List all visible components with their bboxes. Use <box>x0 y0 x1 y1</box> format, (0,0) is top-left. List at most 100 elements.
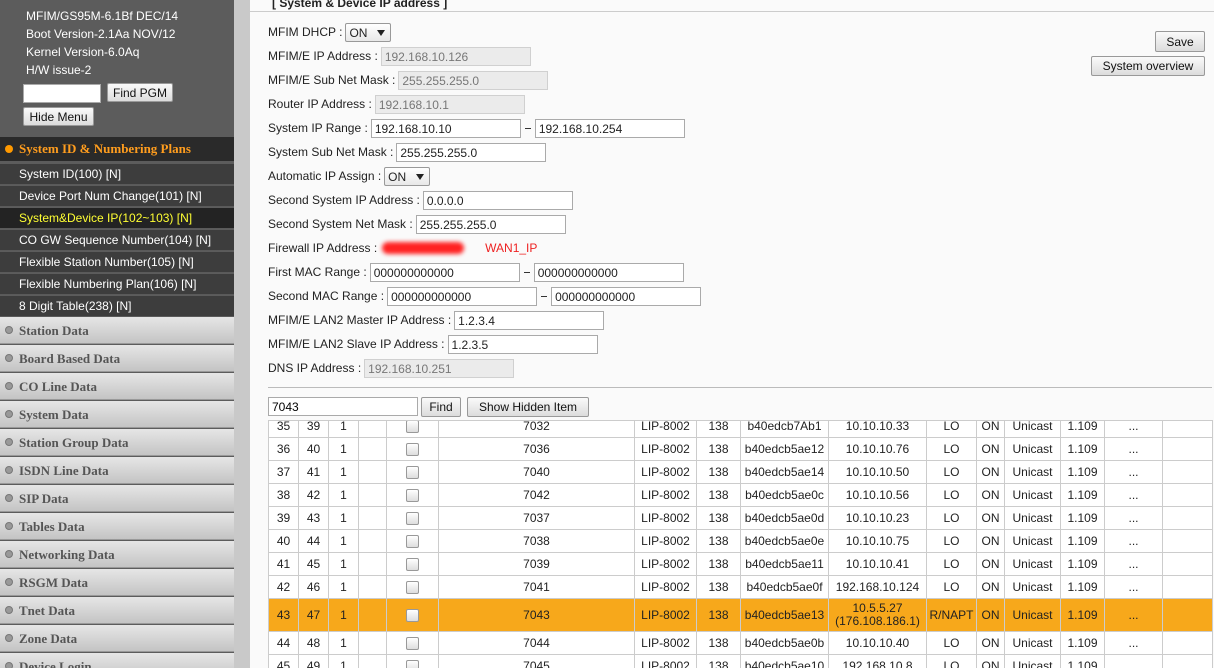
text-input[interactable]: 000000000000 <box>387 286 538 306</box>
row-checkbox[interactable] <box>406 465 419 479</box>
text-input[interactable]: 1.2.3.4 <box>454 310 605 330</box>
text-input[interactable]: 255.255.255.0 <box>415 214 566 234</box>
table-cell: 7043 <box>439 599 635 631</box>
text-input[interactable]: 255.255.255.0 <box>396 142 547 162</box>
table-cell: 192.168.10.8 <box>829 655 927 668</box>
form-row: MFIM/E LAN2 Slave IP Address :1.2.3.5 <box>268 334 598 354</box>
row-checkbox[interactable] <box>406 580 419 594</box>
table-row[interactable]: 41 45 1 7039 LIP-8002 138 b40edcb5ae11 10.10.10… <box>269 553 1213 576</box>
menu-item[interactable]: Zone Data <box>0 625 234 652</box>
text-input[interactable]: 000000000000 <box>533 262 684 282</box>
menu-item[interactable]: Device Login <box>0 653 234 668</box>
table-cell: 47 <box>299 599 329 631</box>
row-checkbox[interactable] <box>406 488 419 502</box>
table-row[interactable]: 45 49 1 7045 LIP-8002 138 b40edcb5ae10 192.168.… <box>269 655 1213 668</box>
submenu-item[interactable]: Flexible Numbering Plan(106) [N] <box>0 274 234 295</box>
menu-item[interactable]: Networking Data <box>0 541 234 568</box>
hidden-button[interactable]: Show Hidden Item <box>467 397 589 417</box>
text-input[interactable]: 000000000000 <box>369 262 520 282</box>
table-cell: b40edcb5ae10 <box>741 655 829 668</box>
text-input[interactable]: 000000000000 <box>551 286 702 306</box>
submenu-item[interactable]: Device Port Num Change(101) [N] <box>0 186 234 207</box>
table-cell: ON <box>977 599 1005 631</box>
field-label: System IP Range : <box>268 121 368 135</box>
table-cell: ON <box>977 655 1005 668</box>
row-checkbox[interactable] <box>406 421 419 433</box>
table-row[interactable]: 44 48 1 7044 LIP-8002 138 b40edcb5ae0b 10.10.10… <box>269 632 1213 655</box>
table-cell <box>387 576 439 598</box>
table-cell: 38 <box>269 484 299 506</box>
find-pgm-button[interactable]: Find PGM <box>107 83 173 102</box>
menu-section[interactable]: System ID & Numbering Plans <box>0 137 234 161</box>
table-cell: 40 <box>299 438 329 460</box>
submenu-item[interactable]: 8 Digit Table(238) [N] <box>0 296 234 317</box>
table-cell: 7041 <box>439 576 635 598</box>
form-row: Second System Net Mask :255.255.255.0 <box>268 214 566 234</box>
menu-item[interactable]: Tnet Data <box>0 597 234 624</box>
text-input[interactable]: 192.168.10.254 <box>534 118 685 138</box>
table-cell: LIP-8002 <box>635 530 697 552</box>
table-row[interactable]: 40 44 1 7038 LIP-8002 138 b40edcb5ae0e 10.10.10… <box>269 530 1213 553</box>
table-row[interactable]: 35 39 1 7032 LIP-8002 138 b40edcb7Ab1 10.10.10.… <box>269 421 1213 438</box>
table-row[interactable]: 43 47 1 7043 LIP-8002 138 b40edcb5ae13 10.5.5.2… <box>269 599 1213 632</box>
row-checkbox[interactable] <box>406 608 419 622</box>
table-cell: ... <box>1105 484 1163 506</box>
table-cell: 138 <box>697 530 741 552</box>
text-input[interactable]: 192.168.10.10 <box>370 118 521 138</box>
table-cell: 1 <box>329 553 359 575</box>
row-checkbox[interactable] <box>406 534 419 548</box>
menu-item[interactable]: Tables Data <box>0 513 234 540</box>
row-checkbox[interactable] <box>406 442 419 456</box>
submenu-item[interactable]: System ID(100) [N] <box>0 164 234 185</box>
submenu-item[interactable]: CO GW Sequence Number(104) [N] <box>0 230 234 251</box>
row-checkbox[interactable] <box>406 659 419 668</box>
row-checkbox[interactable] <box>406 636 419 650</box>
hide-menu-button[interactable]: Hide Menu <box>23 107 94 126</box>
table-cell: 42 <box>299 484 329 506</box>
submenu-item[interactable]: Flexible Station Number(105) [N] <box>0 252 234 273</box>
table-row[interactable]: 37 41 1 7040 LIP-8002 138 b40edcb5ae14 10.10.10… <box>269 461 1213 484</box>
menu-item[interactable]: SIP Data <box>0 485 234 512</box>
submenu-item[interactable]: System&Device IP(102~103) [N] <box>0 208 234 229</box>
save-button[interactable]: Save <box>1155 31 1205 52</box>
menu-item[interactable]: CO Line Data <box>0 373 234 400</box>
table-cell: ... <box>1105 576 1163 598</box>
table-row[interactable]: 42 46 1 7041 LIP-8002 138 b40edcb5ae0f 192.168.… <box>269 576 1213 599</box>
table-cell: Unicast <box>1005 530 1061 552</box>
find-button[interactable]: Find <box>421 397 461 417</box>
menu-item[interactable]: Station Group Data <box>0 429 234 456</box>
version-info: MFIM/GS95M-6.1Bf DEC/14 <box>26 9 179 23</box>
form-row: DNS IP Address :192.168.10.251 <box>268 358 515 378</box>
menu-item[interactable]: System Data <box>0 401 234 428</box>
table-cell: LO <box>927 553 977 575</box>
table-cell: LO <box>927 484 977 506</box>
menu-item[interactable]: Station Data <box>0 317 234 344</box>
row-checkbox[interactable] <box>406 557 419 571</box>
table-cell: 10.10.10.33 <box>829 421 927 437</box>
table-cell: 36 <box>269 438 299 460</box>
select-box[interactable]: ON <box>345 22 392 42</box>
table-row[interactable]: 38 42 1 7042 LIP-8002 138 b40edcb5ae0c 10.10.10… <box>269 484 1213 507</box>
table-cell: 1.109 <box>1061 461 1105 483</box>
menu-item[interactable]: RSGM Data <box>0 569 234 596</box>
select-box[interactable]: ON <box>384 166 431 186</box>
menu-item[interactable]: ISDN Line Data <box>0 457 234 484</box>
table-cell: LIP-8002 <box>635 632 697 654</box>
pgm-input[interactable] <box>23 84 101 103</box>
table-row[interactable]: 36 40 1 7036 LIP-8002 138 b40edcb5ae12 10.10.10… <box>269 438 1213 461</box>
table-row[interactable]: 39 43 1 7037 LIP-8002 138 b40edcb5ae0d 10.10.10… <box>269 507 1213 530</box>
row-checkbox[interactable] <box>406 511 419 525</box>
search-input[interactable]: 7043 <box>268 397 418 416</box>
table-cell: 10.10.10.41 <box>829 553 927 575</box>
table-cell <box>359 461 387 483</box>
table-cell: b40edcb5ae12 <box>741 438 829 460</box>
form-row: MFIM/E LAN2 Master IP Address :1.2.3.4 <box>268 310 605 330</box>
overview-button[interactable]: System overview <box>1091 56 1205 76</box>
table-cell: 138 <box>697 484 741 506</box>
menu-item[interactable]: Board Based Data <box>0 345 234 372</box>
text-input[interactable]: 1.2.3.5 <box>447 334 598 354</box>
table-cell <box>387 553 439 575</box>
table-cell: 10.5.5.27 (176.108.186.1) <box>829 599 927 631</box>
table-cell: LIP-8002 <box>635 655 697 668</box>
text-input[interactable]: 0.0.0.0 <box>422 190 573 210</box>
